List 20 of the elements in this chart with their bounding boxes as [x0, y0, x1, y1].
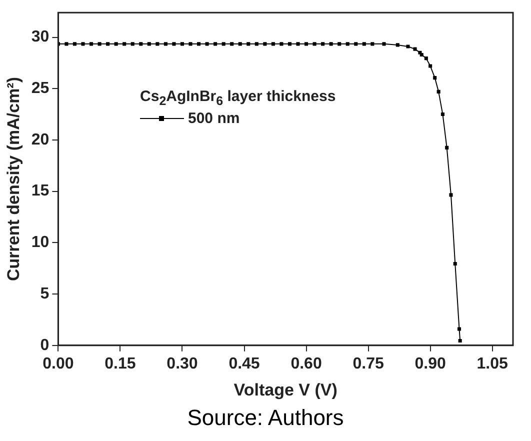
- y-tick-label: 5: [40, 285, 50, 302]
- source-note: Source: Authors: [186, 405, 345, 431]
- y-tick-label: 20: [31, 131, 50, 148]
- x-tick-label: 0.00: [42, 355, 74, 372]
- y-tick-label: 25: [31, 80, 50, 98]
- x-tick-label: 0.75: [352, 355, 384, 372]
- legend-label: 500 nm: [188, 110, 240, 127]
- x-tick-label: 0.30: [166, 355, 198, 372]
- y-tick-label: 10: [31, 234, 50, 252]
- y-tick-label: 30: [31, 28, 50, 46]
- x-axis-title: Voltage V (V): [234, 380, 338, 400]
- x-tick-label: 0.45: [228, 355, 260, 372]
- y-tick-label: 0: [40, 336, 50, 354]
- x-tick-label: 0.90: [414, 355, 446, 372]
- x-tick-label: 0.15: [104, 355, 136, 372]
- y-tick-label: 15: [31, 182, 50, 200]
- x-tick-label: 0.60: [290, 355, 322, 372]
- legend-title: Cs$_{2}$AgInBr$_{6}$ layer thickness: [140, 88, 336, 108]
- x-tick-label: 1.05: [476, 355, 508, 372]
- y-axis-title: Current density (mA/cm²): [4, 76, 23, 282]
